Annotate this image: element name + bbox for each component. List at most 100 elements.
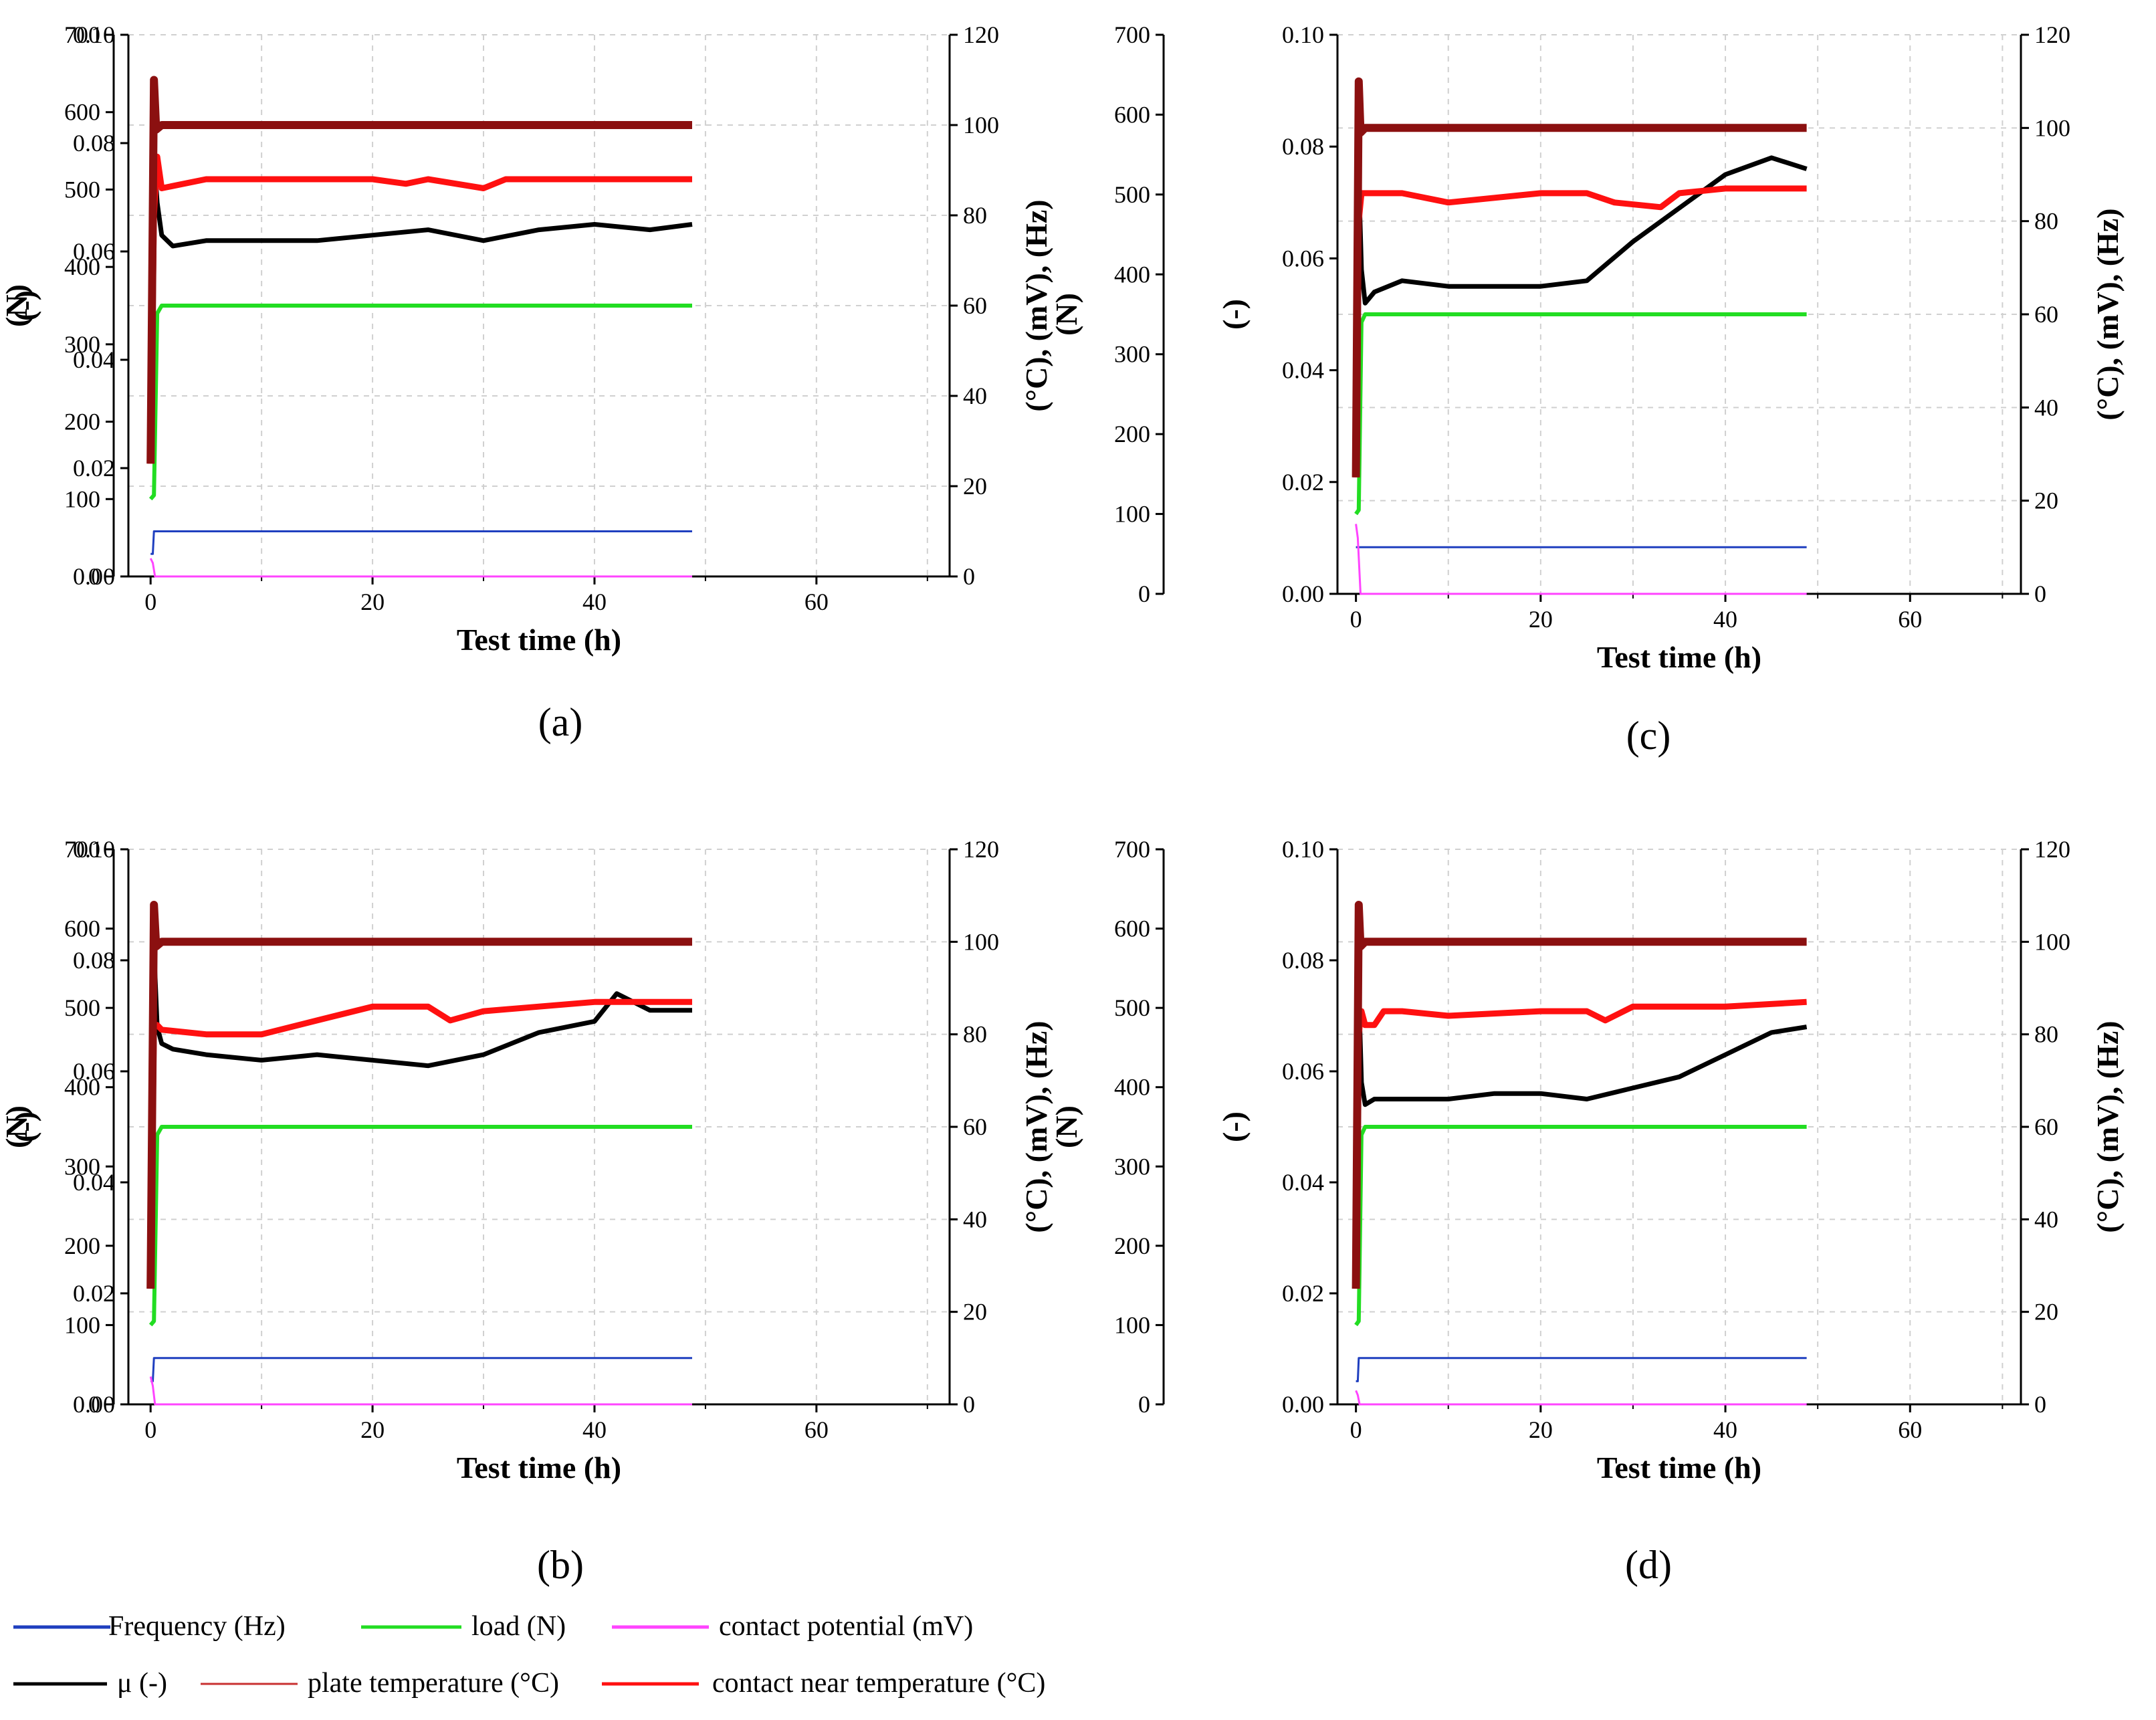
mu-tick-label: 0.10: [1282, 21, 1324, 48]
n-tick-label: 600: [64, 916, 100, 942]
mu-tick-label: 0.00: [73, 1391, 115, 1418]
x-tick-label: 0: [144, 588, 156, 615]
n-tick-label: 700: [64, 21, 100, 48]
right-tick-label: 20: [2034, 488, 2058, 514]
mu-axis-title: (-): [1216, 1111, 1251, 1142]
mu-tick-label: 0.00: [1282, 580, 1324, 607]
n-tick-label: 300: [1114, 341, 1150, 368]
right-tick-label: 60: [963, 1113, 987, 1140]
right-tick-label: 40: [2034, 1206, 2058, 1232]
x-tick-label: 40: [582, 588, 607, 615]
right-axis-title: (°C), (mV), (Hz): [2090, 208, 2125, 420]
x-tick-label: 40: [1713, 1416, 1737, 1443]
n-tick-label: 700: [1114, 836, 1150, 863]
n-tick-label: 300: [64, 331, 100, 358]
series-line-contact-potential-mv: [149, 1376, 692, 1406]
x-tick-label: 40: [582, 1416, 607, 1443]
n-tick-label: 400: [1114, 1074, 1150, 1101]
series-line-contact-near-temperature-c: [147, 153, 692, 464]
panel-caption: (c): [1626, 714, 1671, 758]
mu-tick-label: 0.10: [1282, 836, 1324, 863]
right-tick-label: 20: [963, 473, 987, 500]
mu-tick-label: 0.02: [1282, 469, 1324, 496]
right-tick-label: 0: [2034, 1391, 2046, 1418]
n-tick-label: 500: [64, 176, 100, 203]
series-line-mu: [1354, 155, 1808, 326]
right-tick-label: 80: [2034, 208, 2058, 235]
n-tick-label: 500: [64, 994, 100, 1021]
n-tick-label: 0: [1138, 580, 1150, 607]
right-tick-label: 0: [963, 563, 975, 590]
mu-tick-label: 0.06: [73, 238, 115, 265]
x-tick-label: 40: [1713, 606, 1737, 633]
mu-tick-label: 0.00: [73, 563, 115, 590]
x-tick-label: 0: [1350, 1416, 1362, 1443]
mu-tick-label: 0.10: [73, 836, 115, 863]
x-axis-title: Test time (h): [1597, 640, 1761, 674]
legend-label-plate: plate temperature (°C): [308, 1668, 559, 1699]
series-line-mu: [1354, 986, 1808, 1138]
mu-tick-label: 0.04: [1282, 357, 1324, 384]
x-tick-label: 60: [1898, 606, 1922, 633]
x-tick-label: 60: [1898, 1416, 1922, 1443]
right-tick-label: 100: [963, 928, 999, 955]
n-tick-label: 300: [1114, 1153, 1150, 1180]
legend-label-mu: μ (-): [117, 1668, 167, 1699]
mu-tick-label: 0.02: [73, 1280, 115, 1307]
x-tick-label: 60: [804, 1416, 829, 1443]
n-tick-label: 700: [1114, 21, 1150, 48]
series-line-contact-near-temperature-c: [147, 998, 692, 1289]
n-tick-label: 600: [1114, 101, 1150, 128]
mu-tick-label: 0.04: [73, 346, 115, 373]
n-tick-label: 100: [64, 486, 100, 512]
mu-tick-label: 0.04: [73, 1169, 115, 1196]
series-line-plate-temperature-c: [146, 901, 692, 1289]
legend-label-frequency: Frequency (Hz): [108, 1611, 286, 1642]
panel-caption: (a): [538, 700, 583, 744]
right-tick-label: 80: [2034, 1021, 2058, 1048]
mu-tick-label: 0.00: [1282, 1391, 1324, 1418]
n-tick-label: 100: [64, 1311, 100, 1338]
x-tick-label: 0: [1350, 606, 1362, 633]
x-axis-title: Test time (h): [1597, 1450, 1761, 1485]
n-axis-title: (N): [1049, 293, 1083, 336]
series-line-mu: [148, 946, 692, 1138]
right-tick-label: 120: [963, 21, 999, 48]
right-tick-label: 60: [963, 292, 987, 319]
series-line-load-n: [148, 1125, 692, 1327]
series-line-frequency-hz: [1356, 1357, 1807, 1382]
mu-tick-label: 0.08: [73, 130, 115, 156]
x-axis-title: Test time (h): [457, 1450, 621, 1485]
mu-tick-label: 0.08: [1282, 947, 1324, 974]
n-tick-label: 700: [64, 836, 100, 863]
mu-tick-label: 0.10: [73, 21, 115, 48]
right-tick-label: 100: [2034, 114, 2070, 141]
panel-caption: (b): [537, 1543, 584, 1587]
n-tick-label: 0: [88, 563, 100, 590]
mu-tick-label: 0.06: [73, 1058, 115, 1085]
series-line-frequency-hz: [150, 1357, 692, 1382]
series-line-load-n: [1354, 312, 1807, 516]
n-tick-label: 600: [64, 99, 100, 126]
right-tick-label: 100: [963, 112, 999, 138]
mu-tick-label: 0.08: [73, 947, 115, 974]
n-tick-label: 200: [64, 1232, 100, 1259]
series-line-contact-near-temperature-c: [1353, 185, 1807, 477]
n-tick-label: 600: [1114, 916, 1150, 942]
x-tick-label: 20: [360, 1416, 385, 1443]
right-tick-label: 60: [2034, 301, 2058, 328]
series-line-plate-temperature-c: [146, 76, 692, 464]
n-tick-label: 0: [88, 1391, 100, 1418]
n-axis-title: (N): [1049, 1105, 1083, 1148]
series-line-frequency-hz: [150, 530, 692, 555]
series-line-contact-potential-mv: [149, 558, 692, 578]
x-tick-label: 0: [144, 1416, 156, 1443]
series-line-contact-potential-mv: [1355, 524, 1807, 595]
right-tick-label: 120: [2034, 21, 2070, 48]
grid: [1337, 849, 2021, 1404]
series-line-mu: [148, 151, 693, 317]
